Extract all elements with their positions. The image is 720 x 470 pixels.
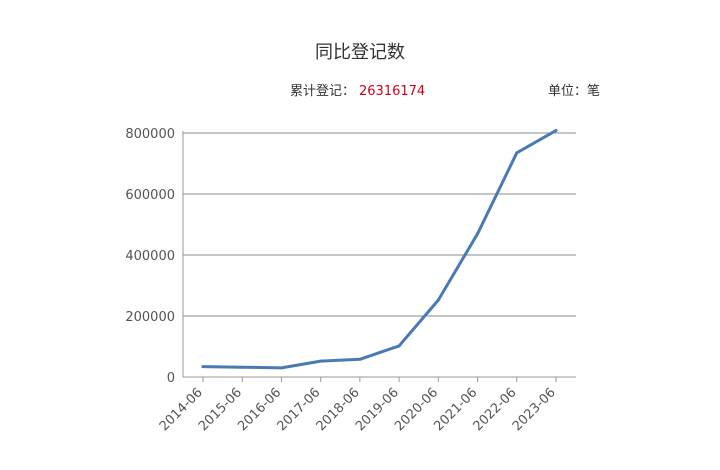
data-point [476, 232, 480, 236]
y-tick-label: 400000 [125, 249, 175, 264]
data-point [279, 366, 283, 370]
data-point [201, 365, 205, 369]
y-tick-label: 0 [167, 371, 175, 386]
data-point [358, 357, 362, 361]
y-tick-label: 600000 [125, 188, 175, 203]
data-point [240, 365, 244, 369]
data-point [515, 151, 519, 155]
data-point [554, 129, 558, 133]
series-line [201, 129, 558, 370]
chart-title: 同比登记数 [315, 42, 405, 63]
total-value: 26316174 [359, 84, 426, 99]
y-tick-label: 800000 [125, 127, 175, 142]
x-tick-label: 2023-06 [510, 385, 559, 434]
total-label: 累计登记： [290, 84, 356, 99]
data-point [436, 298, 440, 302]
data-point [319, 359, 323, 363]
unit-label: 单位：笔 [548, 84, 601, 99]
total-registrations: 累计登记： 26316174 [290, 80, 425, 99]
y-tick-label: 200000 [125, 310, 175, 325]
data-point [397, 344, 401, 348]
